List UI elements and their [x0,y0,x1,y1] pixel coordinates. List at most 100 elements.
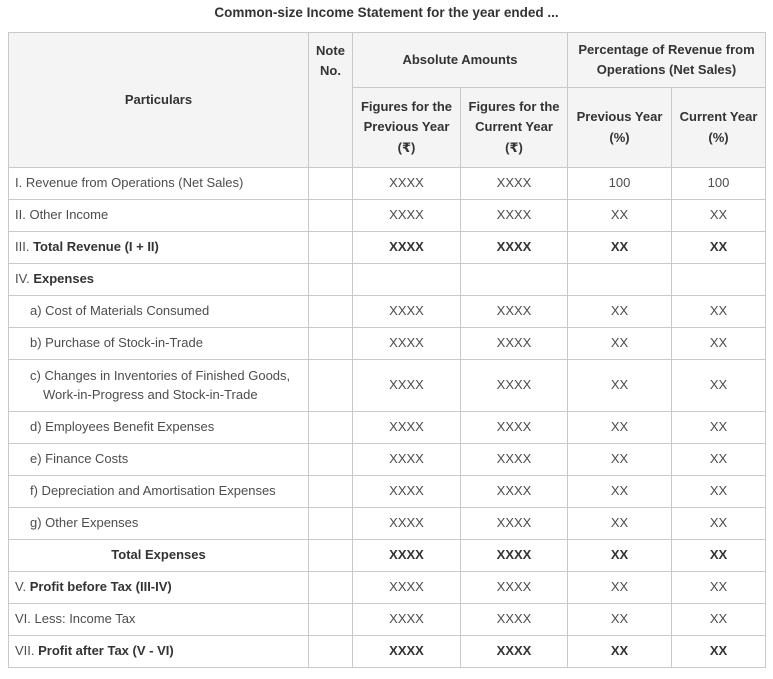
value-cell: XX [671,199,767,232]
value-cell: XX [567,411,673,444]
value-cell: XX [567,327,673,360]
value-cell: XXXX [352,635,461,668]
value-cell [352,263,461,296]
row-label: I. Revenue from Operations (Net Sales) [8,167,309,200]
row-label: IV. Expenses [8,263,309,296]
col-header-note-no: Note No. [308,32,353,168]
table-body: I. Revenue from Operations (Net Sales) XX… [8,167,767,668]
row-label: II. Other Income [8,199,309,232]
value-cell: XX [567,475,673,508]
row-label: c) Changes in Inventories of Finished Go… [8,359,309,412]
value-cell: XXXX [459,635,569,668]
row-label: VI. Less: Income Tax [8,603,309,636]
col-header-figures-previous-year: Figures for the Previous Year (₹) [352,87,461,168]
value-cell: XX [567,295,673,328]
table-row: II. Other Income XXXX XXXX XX XX [8,199,767,232]
value-cell: XX [567,507,673,540]
value-cell: XXXX [352,327,461,360]
note-no-cell [308,443,353,476]
table-row: d) Employees Benefit Expenses XXXX XXXX XX X… [8,411,767,444]
table-row: e) Finance Costs XXXX XXXX XX XX [8,443,767,476]
value-cell: XX [567,199,673,232]
note-no-cell [308,359,353,412]
col-header-previous-year-percent: Previous Year (%) [567,87,673,168]
row-label: g) Other Expenses [8,507,309,540]
value-cell: XX [671,539,767,572]
row-label: V. Profit before Tax (III-IV) [8,571,309,604]
value-cell: XXXX [459,167,569,200]
table-row: b) Purchase of Stock-in-Trade XXXX XXXX XX X… [8,327,767,360]
col-header-current-year-percent: Current Year (%) [671,87,767,168]
row-label: Total Expenses [8,539,309,572]
table-header: Particulars Note No. Absolute Amounts Pe… [8,32,767,168]
value-cell: XXXX [352,603,461,636]
value-cell: XXXX [459,539,569,572]
value-cell: XX [671,475,767,508]
value-cell [671,263,767,296]
value-cell: XXXX [459,603,569,636]
value-cell: XX [567,359,673,412]
value-cell: 100 [671,167,767,200]
row-label: d) Employees Benefit Expenses [8,411,309,444]
value-cell: XX [567,539,673,572]
value-cell: XXXX [352,571,461,604]
value-cell: XXXX [352,443,461,476]
table-row: c) Changes in Inventories of Finished Go… [8,359,767,412]
value-cell: XX [671,295,767,328]
table-row: f) Depreciation and Amortisation Expense… [8,475,767,508]
value-cell: XX [567,571,673,604]
value-cell: XX [671,411,767,444]
value-cell: XXXX [352,411,461,444]
row-label: f) Depreciation and Amortisation Expense… [8,475,309,508]
page: { "page": { "title": "Common-size Income… [0,5,773,679]
header-row-groups: Particulars Note No. Absolute Amounts Pe… [8,32,767,168]
value-cell: XX [567,443,673,476]
value-cell: XXXX [459,571,569,604]
value-cell: XX [671,571,767,604]
table-row: V. Profit before Tax (III-IV) XXXX XXXX XX X… [8,571,767,604]
note-no-cell [308,539,353,572]
note-no-cell [308,411,353,444]
value-cell: XXXX [459,199,569,232]
value-cell: 100 [567,167,673,200]
note-no-cell [308,327,353,360]
note-no-cell [308,475,353,508]
col-header-particulars: Particulars [8,32,309,168]
row-label: e) Finance Costs [8,443,309,476]
row-label: VII. Profit after Tax (V - VI) [8,635,309,668]
value-cell: XX [567,635,673,668]
value-cell: XXXX [352,295,461,328]
table-row: III. Total Revenue (I + II) XXXX XXXX XX XX [8,231,767,264]
row-label: b) Purchase of Stock-in-Trade [8,327,309,360]
value-cell: XXXX [352,167,461,200]
value-cell: XX [671,359,767,412]
value-cell: XXXX [459,475,569,508]
col-group-percentage-of-revenue: Percentage of Revenue from Operations (N… [567,32,767,88]
value-cell: XXXX [459,359,569,412]
value-cell: XXXX [352,475,461,508]
col-header-figures-current-year: Figures for the Current Year (₹) [459,87,569,168]
col-group-absolute-amounts: Absolute Amounts [351,32,569,88]
note-no-cell [308,635,353,668]
value-cell: XXXX [459,231,569,264]
value-cell [567,263,673,296]
value-cell: XXXX [459,507,569,540]
value-cell: XXXX [352,231,461,264]
value-cell: XXXX [459,443,569,476]
value-cell: XXXX [352,359,461,412]
income-statement-table: Particulars Note No. Absolute Amounts Pe… [8,32,767,668]
note-no-cell [308,507,353,540]
note-no-cell [308,231,353,264]
value-cell: XX [567,231,673,264]
value-cell: XXXX [459,411,569,444]
note-no-cell [308,199,353,232]
value-cell: XX [567,603,673,636]
value-cell: XX [671,603,767,636]
value-cell: XXXX [352,507,461,540]
note-no-cell [308,295,353,328]
row-label: III. Total Revenue (I + II) [8,231,309,264]
table-row: I. Revenue from Operations (Net Sales) XX… [8,167,767,200]
table-row: IV. Expenses [8,263,767,296]
table-row: a) Cost of Materials Consumed XXXX XXXX XX X… [8,295,767,328]
value-cell [459,263,569,296]
